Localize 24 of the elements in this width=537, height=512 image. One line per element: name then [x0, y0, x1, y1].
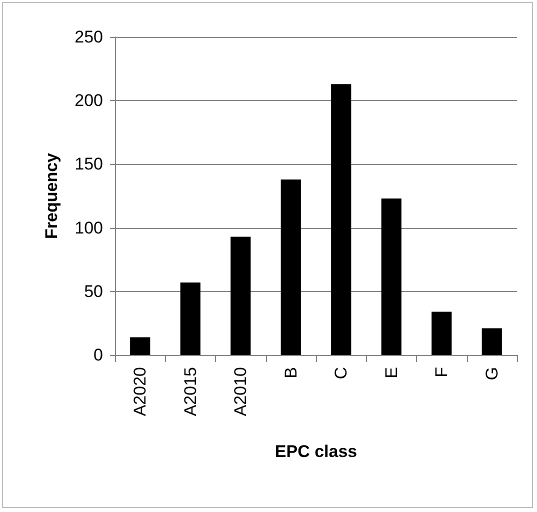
x-tick-label: E	[382, 367, 401, 378]
x-tick-label: A2015	[180, 367, 200, 416]
y-tick-label: 150	[74, 154, 103, 174]
y-axis-title: Frequency	[42, 152, 61, 239]
x-tick-label: B	[281, 367, 300, 378]
bar	[482, 328, 502, 355]
bar	[230, 236, 251, 355]
bar	[381, 198, 402, 355]
y-tick-label: 100	[74, 218, 103, 238]
y-tick-label: 0	[94, 346, 103, 364]
bar	[280, 179, 301, 355]
x-axis-title: EPC class	[274, 442, 358, 461]
x-tick-label: C	[332, 367, 351, 380]
x-tick-label: A2010	[231, 367, 250, 416]
bar	[180, 282, 200, 355]
bar	[331, 84, 352, 355]
x-tick-label: A2020	[130, 367, 150, 416]
bar	[130, 337, 150, 355]
x-tick-label: G	[482, 367, 502, 380]
bar	[432, 312, 452, 355]
y-tick-label: 200	[74, 91, 103, 110]
x-tick-label: F	[432, 367, 452, 378]
y-tick-label: 50	[84, 282, 103, 301]
y-tick-label: 250	[74, 28, 103, 46]
